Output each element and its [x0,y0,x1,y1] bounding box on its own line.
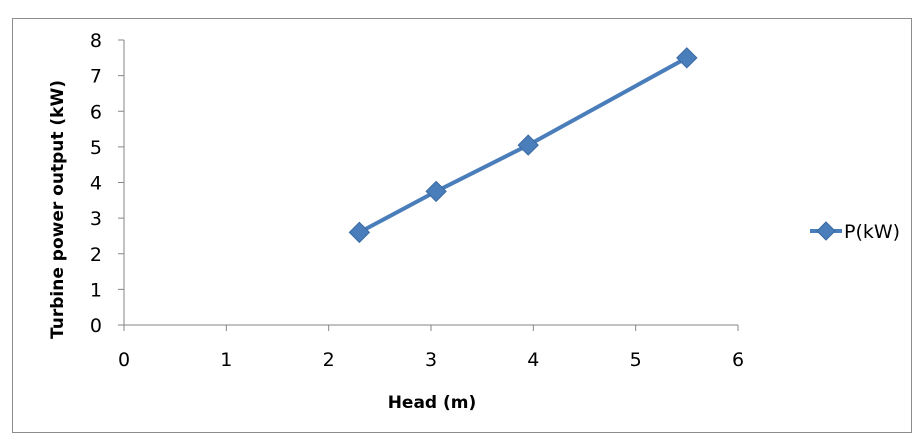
x-tick-label: 3 [425,349,437,371]
y-tick-label: 0 [90,315,102,337]
y-tick-labels: 0 1 2 3 4 5 6 7 8 [90,30,102,337]
y-tick-label: 5 [90,137,102,159]
legend-diamond-marker [816,221,836,241]
y-axis-title: Turbine power output (kW) [48,80,68,339]
x-tick-label: 4 [527,349,539,371]
x-axis-title: Head (m) [388,393,477,413]
x-tick-label: 6 [732,349,744,371]
y-tick-label: 6 [90,101,102,123]
axes [118,39,739,331]
legend-label: P(kW) [844,221,900,243]
x-tick-label: 2 [323,349,335,371]
y-tick-label: 8 [90,30,102,52]
x-tick-label: 5 [630,349,642,371]
data-point-marker [425,180,447,203]
x-tick-labels: 0 1 2 3 4 5 6 [118,349,744,371]
x-tick-label: 1 [220,349,232,371]
series-line [358,56,688,235]
legend: P(kW) [810,221,900,243]
y-tick-label: 2 [90,244,102,266]
data-point-marker [517,134,539,156]
y-tick-label: 7 [90,66,102,88]
chart-frame [12,18,912,433]
y-tick-label: 1 [90,279,102,301]
y-tick-label: 4 [90,173,102,195]
data-point-marker [676,47,698,69]
x-tick-label: 0 [118,349,130,371]
data-point-marker [348,221,371,244]
y-tick-label: 3 [90,208,102,230]
series-layer [348,47,698,244]
